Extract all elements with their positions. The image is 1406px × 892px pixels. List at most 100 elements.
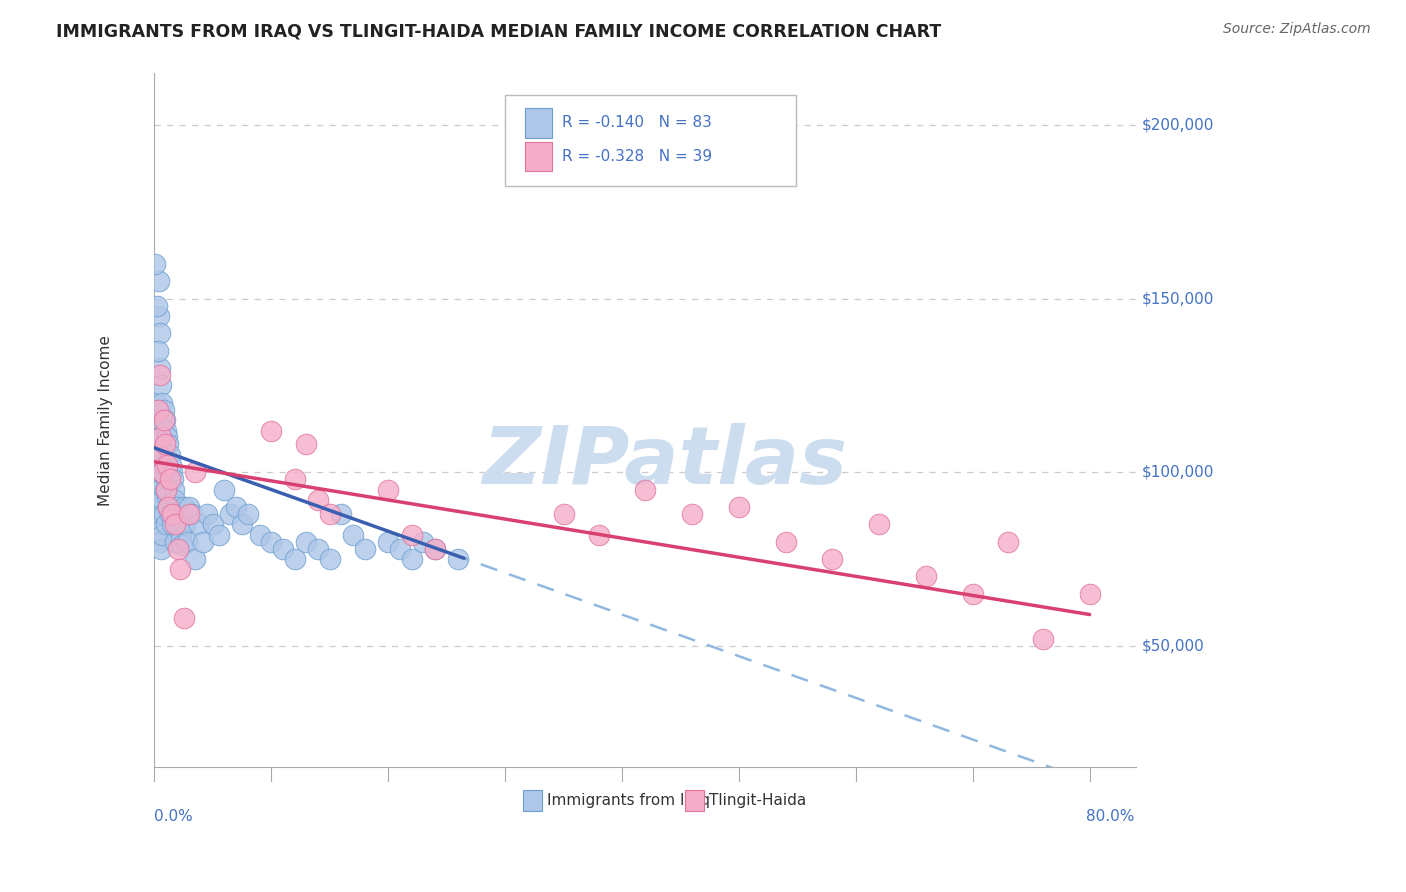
Point [170,531,193,545]
Point [160,465,183,479]
Point [157,500,180,514]
Point [156,458,179,473]
Point [553,507,575,521]
Point [173,611,195,625]
Point [145,299,167,313]
Point [149,361,172,376]
Point [1032,632,1054,646]
Point [145,396,167,410]
Point [159,507,181,521]
Point [156,430,179,444]
Point [163,483,186,497]
Point [447,552,470,566]
Point [153,483,176,497]
Text: Median Family Income: Median Family Income [97,334,112,506]
Point [149,534,172,549]
Point [169,524,191,539]
Bar [523,790,543,811]
Point [353,541,375,556]
Point [148,448,170,462]
Point [152,493,174,508]
Point [150,413,173,427]
Point [728,500,751,514]
Point [377,483,399,497]
Point [284,472,307,486]
Text: Tlingit-Haida: Tlingit-Haida [709,793,807,808]
Point [412,534,434,549]
Point [152,465,174,479]
Point [152,448,174,462]
Point [149,430,172,444]
Point [377,534,399,549]
Point [307,493,329,508]
Point [318,507,340,521]
Point [634,483,657,497]
Text: Source: ZipAtlas.com: Source: ZipAtlas.com [1223,22,1371,37]
Text: $150,000: $150,000 [1142,291,1215,306]
Point [295,437,318,451]
Point [284,552,307,566]
Point [821,552,844,566]
Point [155,472,177,486]
Point [150,378,173,392]
Point [159,472,181,486]
Point [167,514,190,528]
Point [184,465,207,479]
Point [184,552,207,566]
Point [401,527,423,541]
Point [155,424,177,438]
Point [295,534,318,549]
Text: IMMIGRANTS FROM IRAQ VS TLINGIT-HAIDA MEDIAN FAMILY INCOME CORRELATION CHART: IMMIGRANTS FROM IRAQ VS TLINGIT-HAIDA ME… [56,22,942,40]
Point [318,552,340,566]
Point [225,500,247,514]
Point [159,448,181,462]
Text: R = -0.328   N = 39: R = -0.328 N = 39 [562,149,711,164]
Text: $200,000: $200,000 [1142,118,1215,133]
Point [915,569,938,583]
Point [165,517,187,532]
Point [150,507,173,521]
Point [152,507,174,521]
Point [307,541,329,556]
Point [157,500,180,514]
Text: 80.0%: 80.0% [1085,809,1135,824]
Text: $50,000: $50,000 [1142,639,1205,653]
Point [260,534,283,549]
Text: Immigrants from Iraq: Immigrants from Iraq [547,793,710,808]
Point [153,437,176,451]
Point [207,527,229,541]
Point [330,507,353,521]
Point [159,458,181,473]
Point [152,527,174,541]
Point [236,507,259,521]
Point [173,500,195,514]
Point [423,541,446,556]
Point [868,517,890,532]
Point [146,402,169,417]
Point [145,257,167,271]
Point [157,437,180,451]
Point [148,517,170,532]
Point [162,472,184,486]
Point [166,500,188,514]
Point [342,527,364,541]
Point [271,541,294,556]
Point [148,274,170,288]
Point [231,517,253,532]
Point [176,534,198,549]
Point [160,517,183,532]
Point [149,326,172,341]
FancyBboxPatch shape [505,95,796,186]
Point [388,541,411,556]
Point [180,507,202,521]
Point [155,483,177,497]
Point [1078,587,1101,601]
Point [166,541,188,556]
Point [152,458,174,473]
Text: R = -0.140   N = 83: R = -0.140 N = 83 [562,115,711,130]
Point [153,413,176,427]
Point [249,527,271,541]
Point [169,562,191,576]
Point [146,343,169,358]
Point [172,538,194,552]
